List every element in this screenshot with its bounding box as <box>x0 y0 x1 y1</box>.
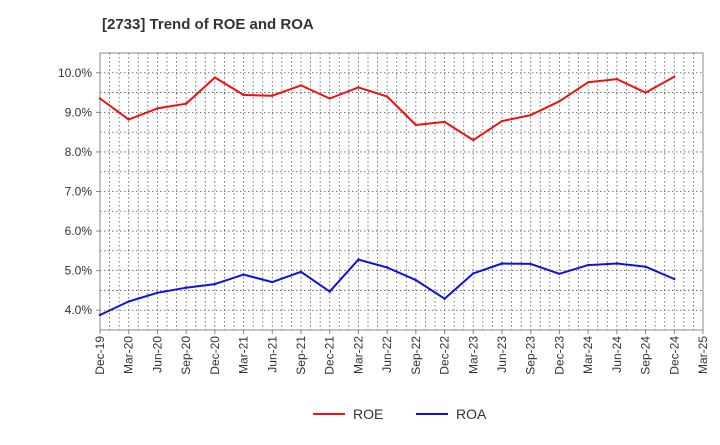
legend-label-roa: ROA <box>456 406 487 422</box>
data-point-roe <box>644 91 647 94</box>
x-tick-label: Mar-25 <box>696 336 710 374</box>
data-point-roa <box>586 263 590 267</box>
x-tick-label: Mar-20 <box>122 336 136 374</box>
data-point-roe <box>615 77 619 81</box>
data-point-roe <box>156 107 159 110</box>
data-point-roe <box>500 119 504 123</box>
data-point-roe <box>127 118 130 121</box>
x-tick-label: Mar-21 <box>237 336 251 374</box>
x-tick-label: Sep-21 <box>294 336 308 375</box>
data-point-roa <box>414 278 418 282</box>
x-tick-label: Sep-23 <box>524 336 538 375</box>
data-point-roe <box>586 81 590 84</box>
data-point-roa <box>271 280 274 284</box>
data-point-roa <box>615 262 619 265</box>
x-tick-label: Dec-24 <box>667 336 681 375</box>
data-point-roe <box>299 84 303 87</box>
data-point-roe <box>271 94 274 97</box>
data-point-roe <box>558 100 561 103</box>
data-point-roa <box>299 270 303 274</box>
x-tick-label: Dec-23 <box>552 336 566 375</box>
legend-label-roe: ROE <box>353 406 383 422</box>
data-point-roa <box>385 266 389 269</box>
y-tick-label: 10.0% <box>58 66 92 80</box>
data-point-roa <box>529 262 532 266</box>
data-point-roe <box>213 76 217 79</box>
data-point-roa <box>500 262 504 265</box>
x-tick-label: Mar-23 <box>466 336 480 374</box>
x-tick-label: Mar-22 <box>351 336 365 374</box>
data-point-roe <box>328 97 331 100</box>
data-point-roa <box>472 272 475 275</box>
data-point-roa <box>156 291 159 295</box>
data-point-roe <box>357 86 360 89</box>
y-tick-label: 5.0% <box>65 264 93 278</box>
data-point-roa <box>184 286 188 289</box>
data-point-roa <box>328 290 331 293</box>
chart-title: [2733] Trend of ROE and ROA <box>102 16 314 33</box>
data-point-roe <box>673 75 676 78</box>
x-tick-label: Jun-21 <box>265 336 279 373</box>
data-point-roa <box>98 313 102 317</box>
data-point-roe <box>529 113 532 117</box>
y-tick-label: 8.0% <box>65 145 93 159</box>
data-point-roa <box>357 258 360 261</box>
data-point-roa <box>213 282 217 286</box>
x-tick-label: Sep-22 <box>409 336 423 375</box>
data-point-roa <box>673 277 676 281</box>
x-tick-label: Jun-20 <box>150 336 164 373</box>
data-point-roa <box>443 297 446 300</box>
data-point-roe <box>414 123 418 127</box>
data-point-roa <box>242 273 245 276</box>
data-point-roa <box>644 265 647 268</box>
x-tick-label: Jun-22 <box>380 336 394 373</box>
x-tick-label: Dec-19 <box>93 336 107 375</box>
y-tick-label: 6.0% <box>65 224 93 238</box>
data-point-roe <box>98 97 102 100</box>
data-point-roe <box>385 95 389 98</box>
x-tick-label: Dec-21 <box>323 336 337 375</box>
y-tick-label: 4.0% <box>65 303 93 317</box>
data-point-roe <box>184 102 188 105</box>
x-tick-label: Dec-22 <box>438 336 452 375</box>
y-tick-label: 7.0% <box>65 185 93 199</box>
y-tick-label: 9.0% <box>65 105 93 119</box>
data-point-roe <box>472 138 475 142</box>
x-tick-label: Jun-24 <box>610 336 624 373</box>
x-tick-label: Sep-24 <box>639 336 653 375</box>
data-point-roa <box>127 300 130 303</box>
x-tick-label: Jun-23 <box>495 336 509 373</box>
x-tick-label: Sep-20 <box>179 336 193 375</box>
x-tick-label: Dec-20 <box>208 336 222 375</box>
data-point-roe <box>443 120 446 124</box>
x-tick-label: Mar-24 <box>581 336 595 374</box>
data-point-roe <box>242 93 245 97</box>
data-point-roa <box>558 272 561 276</box>
